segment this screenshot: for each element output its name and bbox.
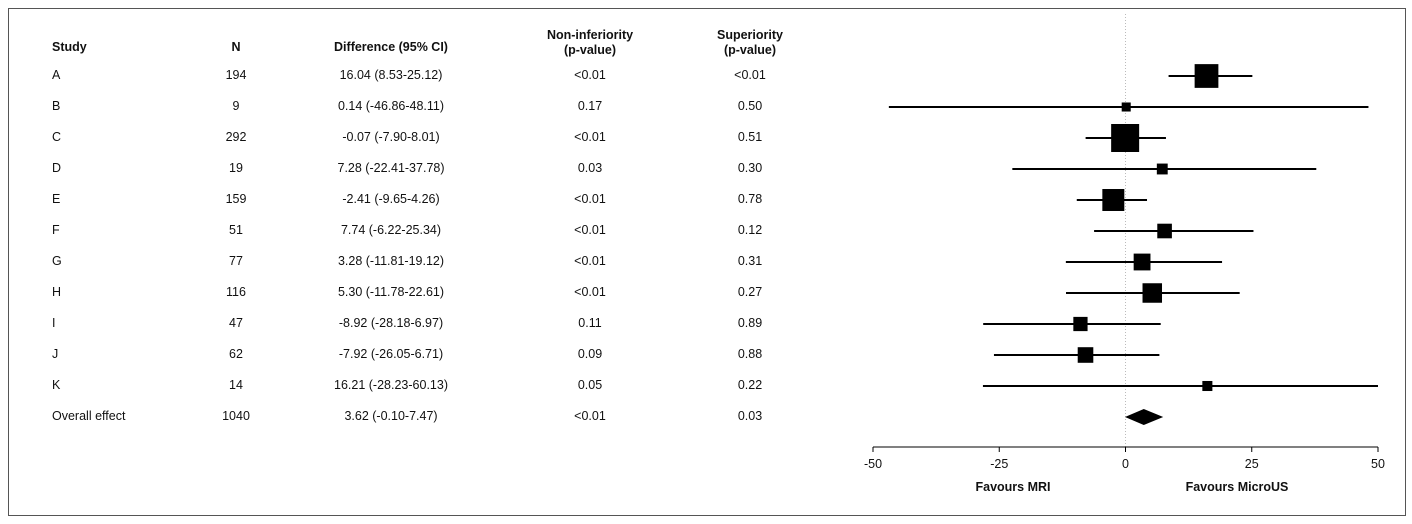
point-estimate-J (1077, 347, 1094, 363)
favours-mri-label: Favours MRI (975, 480, 1050, 494)
header-superiority: Superiority (p-value) (717, 28, 783, 58)
study-label: K (52, 378, 61, 392)
n-value: 51 (229, 223, 243, 237)
difference-ci: 7.28 (-22.41-37.78) (337, 161, 445, 175)
superiority-p: 0.50 (737, 99, 763, 113)
n-value: 14 (229, 378, 243, 392)
superiority-p: 0.51 (737, 130, 763, 144)
point-estimate-H (1142, 283, 1163, 303)
x-tick-label: 0 (1122, 457, 1129, 471)
non-inferiority-p: 0.05 (577, 378, 603, 392)
superiority-p: 0.88 (737, 347, 763, 361)
n-value: 9 (232, 99, 240, 113)
non-inferiority-p: <0.01 (574, 192, 606, 206)
difference-ci: -8.92 (-28.18-6.97) (338, 316, 444, 330)
superiority-p: 0.22 (737, 378, 763, 392)
point-estimate-G (1133, 253, 1151, 271)
n-value: 292 (225, 130, 247, 144)
study-label: G (52, 254, 62, 268)
superiority-p: 0.89 (737, 316, 763, 330)
x-tick-label: 50 (1371, 457, 1385, 471)
x-tick-label: -50 (864, 457, 882, 471)
non-inferiority-p: <0.01 (574, 68, 606, 82)
header-non-inferiority-line2: (p-value) (563, 43, 617, 57)
study-label: I (52, 316, 56, 330)
superiority-p: 0.30 (737, 161, 763, 175)
study-label: J (52, 347, 59, 361)
point-estimate-A (1194, 64, 1219, 88)
x-tick-label: 25 (1245, 457, 1259, 471)
n-value: 1040 (222, 409, 250, 423)
difference-ci: 16.04 (8.53-25.12) (339, 68, 443, 82)
x-tick-label: -25 (990, 457, 1008, 471)
point-estimate-E (1102, 189, 1125, 211)
study-label: B (52, 99, 61, 113)
header-difference: Difference (95% CI) (334, 40, 448, 54)
header-study: Study (52, 40, 87, 54)
n-value: 62 (229, 347, 243, 361)
study-label: Overall effect (52, 409, 126, 423)
point-estimate-B (1121, 102, 1131, 112)
difference-ci: 7.74 (-6.22-25.34) (340, 223, 442, 237)
non-inferiority-p: 0.17 (577, 99, 603, 113)
difference-ci: -2.41 (-9.65-4.26) (342, 192, 440, 206)
superiority-p: <0.01 (734, 68, 766, 82)
superiority-p: 0.31 (737, 254, 763, 268)
header-non-inferiority-line1: Non-inferiority (546, 28, 634, 42)
difference-ci: 3.62 (-0.10-7.47) (344, 409, 438, 423)
non-inferiority-p: <0.01 (574, 130, 606, 144)
superiority-p: 0.78 (737, 192, 763, 206)
difference-ci: 5.30 (-11.78-22.61) (337, 285, 445, 299)
n-value: 19 (229, 161, 243, 175)
n-value: 159 (225, 192, 247, 206)
difference-ci: -7.92 (-26.05-6.71) (338, 347, 444, 361)
difference-ci: 3.28 (-11.81-19.12) (337, 254, 445, 268)
point-estimate-F (1157, 223, 1172, 239)
non-inferiority-p: <0.01 (574, 223, 606, 237)
study-label: F (52, 223, 60, 237)
superiority-p: 0.27 (737, 285, 763, 299)
study-label: D (52, 161, 62, 175)
non-inferiority-p: 0.09 (577, 347, 603, 361)
superiority-p: 0.03 (737, 409, 763, 423)
n-value: 116 (226, 285, 246, 299)
difference-ci: -0.07 (-7.90-8.01) (342, 130, 440, 144)
difference-ci: 16.21 (-28.23-60.13) (334, 378, 448, 392)
non-inferiority-p: <0.01 (574, 254, 606, 268)
study-label: A (52, 68, 61, 82)
non-inferiority-p: <0.01 (574, 409, 606, 423)
study-label: C (52, 130, 62, 144)
study-label: E (52, 192, 61, 206)
non-inferiority-p: <0.01 (574, 285, 606, 299)
header-n: N (231, 40, 241, 54)
study-label: H (52, 285, 62, 299)
non-inferiority-p: 0.11 (578, 316, 602, 330)
header-non-inferiority: Non-inferiority (p-value) (547, 28, 633, 58)
point-estimate-I (1073, 316, 1088, 332)
n-value: 77 (229, 254, 243, 268)
point-estimate-D (1156, 163, 1168, 175)
non-inferiority-p: 0.03 (577, 161, 603, 175)
n-value: 47 (229, 316, 243, 330)
difference-ci: 0.14 (-46.86-48.11) (337, 99, 445, 113)
point-estimate-K (1202, 380, 1213, 392)
header-superiority-line2: (p-value) (723, 43, 777, 57)
point-estimate-C (1111, 124, 1140, 152)
favours-microus-label: Favours MicroUS (1186, 480, 1289, 494)
n-value: 194 (225, 68, 247, 82)
superiority-p: 0.12 (737, 223, 763, 237)
header-superiority-line1: Superiority (717, 28, 783, 42)
overall-diamond (1124, 409, 1164, 425)
